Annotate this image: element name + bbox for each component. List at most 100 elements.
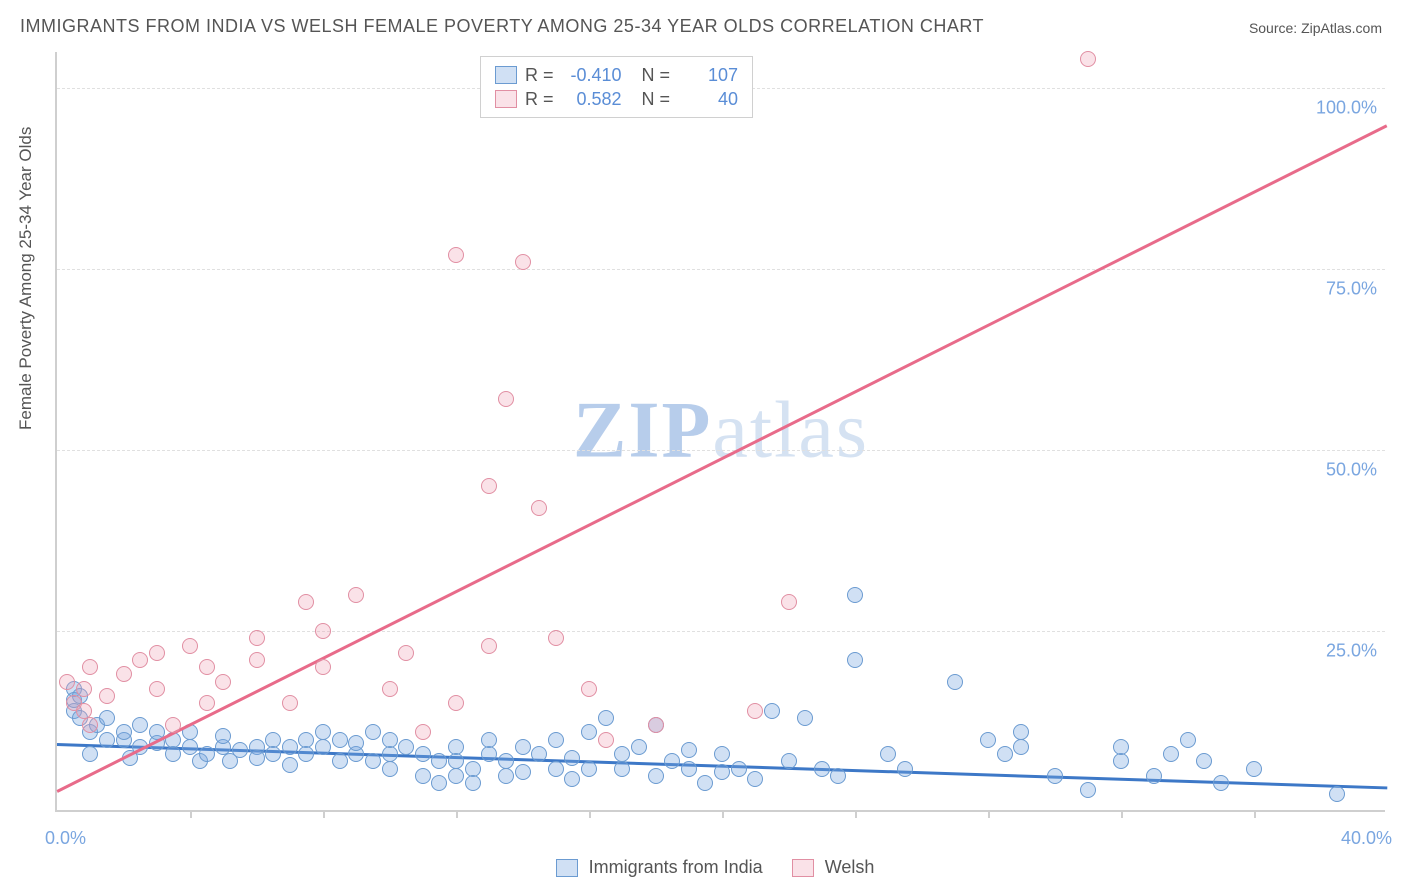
data-point — [631, 739, 647, 755]
legend-label-pink: Welsh — [825, 857, 875, 877]
data-point — [182, 638, 198, 654]
gridline — [57, 450, 1385, 451]
n-label: N = — [642, 89, 671, 110]
data-point — [598, 710, 614, 726]
data-point — [149, 645, 165, 661]
y-tick-label: 25.0% — [1326, 641, 1377, 662]
data-point — [382, 732, 398, 748]
data-point — [215, 674, 231, 690]
n-value-blue: 107 — [678, 65, 738, 86]
data-point — [182, 739, 198, 755]
data-point — [332, 732, 348, 748]
data-point — [82, 746, 98, 762]
legend-row-blue: R = -0.410 N = 107 — [495, 63, 738, 87]
swatch-blue — [556, 859, 578, 877]
data-point — [1080, 782, 1096, 798]
series-legend: Immigrants from India Welsh — [0, 857, 1406, 878]
data-point — [448, 695, 464, 711]
data-point — [1196, 753, 1212, 769]
r-label: R = — [525, 89, 554, 110]
data-point — [681, 761, 697, 777]
y-tick-label: 50.0% — [1326, 460, 1377, 481]
data-point — [398, 739, 414, 755]
data-point — [1113, 739, 1129, 755]
correlation-legend: R = -0.410 N = 107 R = 0.582 N = 40 — [480, 56, 753, 118]
data-point — [215, 728, 231, 744]
source-prefix: Source: — [1249, 20, 1301, 36]
data-point — [548, 761, 564, 777]
data-point — [348, 735, 364, 751]
x-tick — [589, 810, 591, 818]
y-tick-label: 75.0% — [1326, 279, 1377, 300]
data-point — [797, 710, 813, 726]
data-point — [498, 753, 514, 769]
data-point — [697, 775, 713, 791]
data-point — [365, 724, 381, 740]
data-point — [348, 587, 364, 603]
data-point — [282, 695, 298, 711]
data-point — [265, 746, 281, 762]
data-point — [847, 587, 863, 603]
data-point — [564, 771, 580, 787]
data-point — [880, 746, 896, 762]
x-tick — [1254, 810, 1256, 818]
data-point — [1013, 739, 1029, 755]
data-point — [747, 771, 763, 787]
data-point — [99, 710, 115, 726]
legend-label-blue: Immigrants from India — [589, 857, 763, 877]
data-point — [1146, 768, 1162, 784]
x-tick-label-max: 40.0% — [1341, 828, 1392, 849]
data-point — [714, 764, 730, 780]
data-point — [1047, 768, 1063, 784]
data-point — [481, 746, 497, 762]
data-point — [199, 695, 215, 711]
data-point — [581, 724, 597, 740]
data-point — [315, 724, 331, 740]
data-point — [415, 768, 431, 784]
data-point — [481, 478, 497, 494]
data-point — [116, 724, 132, 740]
x-tick — [855, 810, 857, 818]
data-point — [82, 717, 98, 733]
data-point — [232, 742, 248, 758]
data-point — [282, 757, 298, 773]
data-point — [714, 746, 730, 762]
data-point — [598, 732, 614, 748]
data-point — [648, 717, 664, 733]
data-point — [448, 247, 464, 263]
data-point — [448, 768, 464, 784]
data-point — [99, 688, 115, 704]
data-point — [382, 761, 398, 777]
data-point — [947, 674, 963, 690]
data-point — [531, 746, 547, 762]
data-point — [781, 753, 797, 769]
data-point — [431, 775, 447, 791]
x-tick — [988, 810, 990, 818]
data-point — [116, 666, 132, 682]
data-point — [149, 681, 165, 697]
swatch-pink — [792, 859, 814, 877]
data-point — [664, 753, 680, 769]
data-point — [515, 254, 531, 270]
data-point — [132, 652, 148, 668]
x-tick — [190, 810, 192, 818]
swatch-pink — [495, 90, 517, 108]
data-point — [1080, 51, 1096, 67]
swatch-blue — [495, 66, 517, 84]
data-point — [481, 638, 497, 654]
data-point — [315, 739, 331, 755]
data-point — [980, 732, 996, 748]
data-point — [764, 703, 780, 719]
x-tick — [456, 810, 458, 818]
watermark: ZIPatlas — [573, 386, 869, 477]
data-point — [531, 500, 547, 516]
data-point — [315, 659, 331, 675]
source-name: ZipAtlas.com — [1301, 20, 1382, 36]
source-attribution: Source: ZipAtlas.com — [1249, 20, 1382, 36]
data-point — [249, 652, 265, 668]
data-point — [298, 746, 314, 762]
data-point — [681, 742, 697, 758]
data-point — [165, 746, 181, 762]
data-point — [165, 717, 181, 733]
n-value-pink: 40 — [678, 89, 738, 110]
